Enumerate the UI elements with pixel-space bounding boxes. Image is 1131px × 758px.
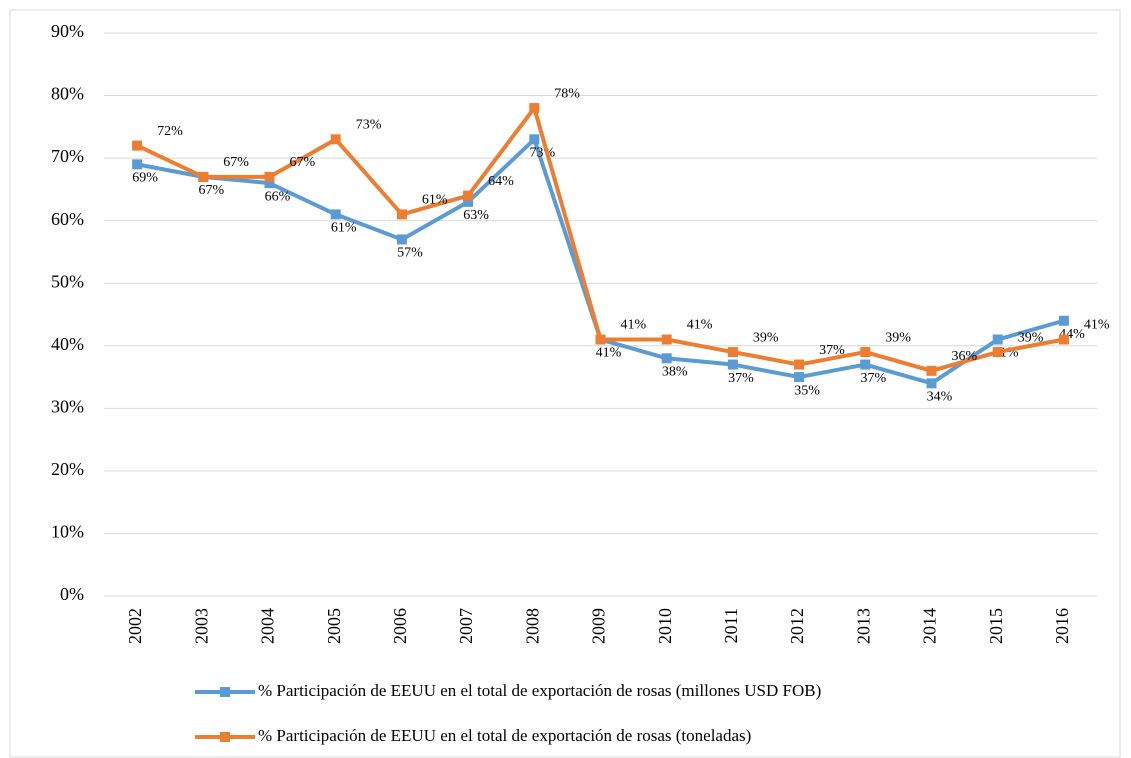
- point-marker: [727, 359, 738, 370]
- point-marker: [661, 334, 672, 345]
- data-label: 35%: [794, 383, 820, 398]
- point-marker: [992, 334, 1003, 345]
- y-tick-label: 50%: [51, 271, 84, 291]
- data-label: 41%: [687, 318, 713, 333]
- point-marker: [794, 359, 805, 370]
- x-tick-label: 2006: [390, 608, 410, 644]
- point-marker: [529, 134, 540, 145]
- x-tick-label: 2008: [522, 608, 542, 644]
- x-tick-label: 2010: [655, 608, 675, 644]
- point-marker: [198, 171, 209, 182]
- data-label: 78%: [554, 86, 580, 101]
- data-label: 73%: [529, 146, 555, 161]
- data-label: 39%: [753, 330, 779, 345]
- y-tick-label: 30%: [51, 396, 84, 416]
- point-marker: [396, 209, 407, 220]
- point-marker: [1058, 334, 1069, 345]
- data-label: 38%: [662, 365, 688, 380]
- data-label: 73%: [356, 118, 382, 133]
- data-label: 41%: [596, 346, 622, 361]
- data-label: 41%: [621, 318, 647, 333]
- point-marker: [926, 365, 937, 376]
- y-tick-label: 80%: [51, 84, 84, 104]
- point-marker: [396, 234, 407, 245]
- point-marker: [132, 140, 143, 151]
- x-tick-label: 2014: [920, 608, 940, 644]
- point-marker: [463, 196, 474, 207]
- data-label: 37%: [860, 371, 886, 386]
- point-marker: [926, 378, 937, 389]
- x-tick-label: 2005: [324, 608, 344, 644]
- x-tick-label: 2009: [589, 608, 609, 644]
- data-label: 67%: [198, 183, 224, 198]
- x-tick-label: 2007: [456, 608, 476, 644]
- point-marker: [529, 103, 540, 114]
- legend-label: % Participación de EEUU en el total de e…: [258, 681, 821, 700]
- point-marker: [264, 171, 275, 182]
- y-tick-label: 20%: [51, 459, 84, 479]
- x-tick-label: 2004: [258, 608, 278, 644]
- point-marker: [1058, 315, 1069, 326]
- point-marker: [661, 353, 672, 364]
- y-tick-label: 90%: [51, 21, 84, 41]
- y-tick-label: 10%: [51, 522, 84, 542]
- point-marker: [860, 359, 871, 370]
- data-label: 67%: [290, 155, 316, 170]
- y-tick-label: 0%: [60, 584, 84, 604]
- point-marker: [330, 134, 341, 145]
- point-marker: [132, 159, 143, 170]
- data-label: 39%: [1018, 330, 1044, 345]
- data-label: 61%: [331, 221, 357, 236]
- data-label: 57%: [397, 246, 423, 261]
- point-marker: [727, 347, 738, 358]
- x-tick-label: 2015: [986, 608, 1006, 644]
- data-label: 37%: [819, 343, 845, 358]
- point-marker: [595, 334, 606, 345]
- point-marker: [463, 190, 474, 201]
- data-label: 37%: [728, 371, 754, 386]
- data-label: 69%: [132, 171, 158, 186]
- data-label: 66%: [265, 189, 291, 204]
- x-tick-label: 2012: [787, 608, 807, 644]
- data-label: 67%: [223, 155, 249, 170]
- series-line: [136, 106, 1065, 373]
- y-tick-label: 70%: [51, 146, 84, 166]
- data-label: 63%: [463, 208, 489, 223]
- y-tick-label: 40%: [51, 334, 84, 354]
- point-marker: [330, 209, 341, 220]
- x-tick-label: 2016: [1052, 608, 1072, 644]
- data-label: 41%: [1084, 318, 1110, 333]
- point-marker: [264, 178, 275, 189]
- point-marker: [860, 347, 871, 358]
- point-marker: [794, 372, 805, 383]
- data-label: 64%: [488, 174, 514, 189]
- y-tick-label: 60%: [51, 209, 84, 229]
- data-label: 61%: [422, 193, 448, 208]
- x-tick-label: 2013: [853, 608, 873, 644]
- x-tick-label: 2002: [125, 608, 145, 644]
- legend-label: % Participación de EEUU en el total de e…: [258, 726, 751, 745]
- chart-frame: [9, 9, 1121, 758]
- x-tick-label: 2011: [721, 608, 741, 643]
- data-label: 72%: [157, 124, 183, 139]
- point-marker: [992, 347, 1003, 358]
- legend-marker: [220, 687, 230, 697]
- legend-marker: [220, 732, 230, 742]
- data-label: 34%: [927, 390, 953, 405]
- data-label: 36%: [952, 349, 978, 364]
- x-tick-label: 2003: [191, 608, 211, 644]
- data-label: 39%: [885, 330, 911, 345]
